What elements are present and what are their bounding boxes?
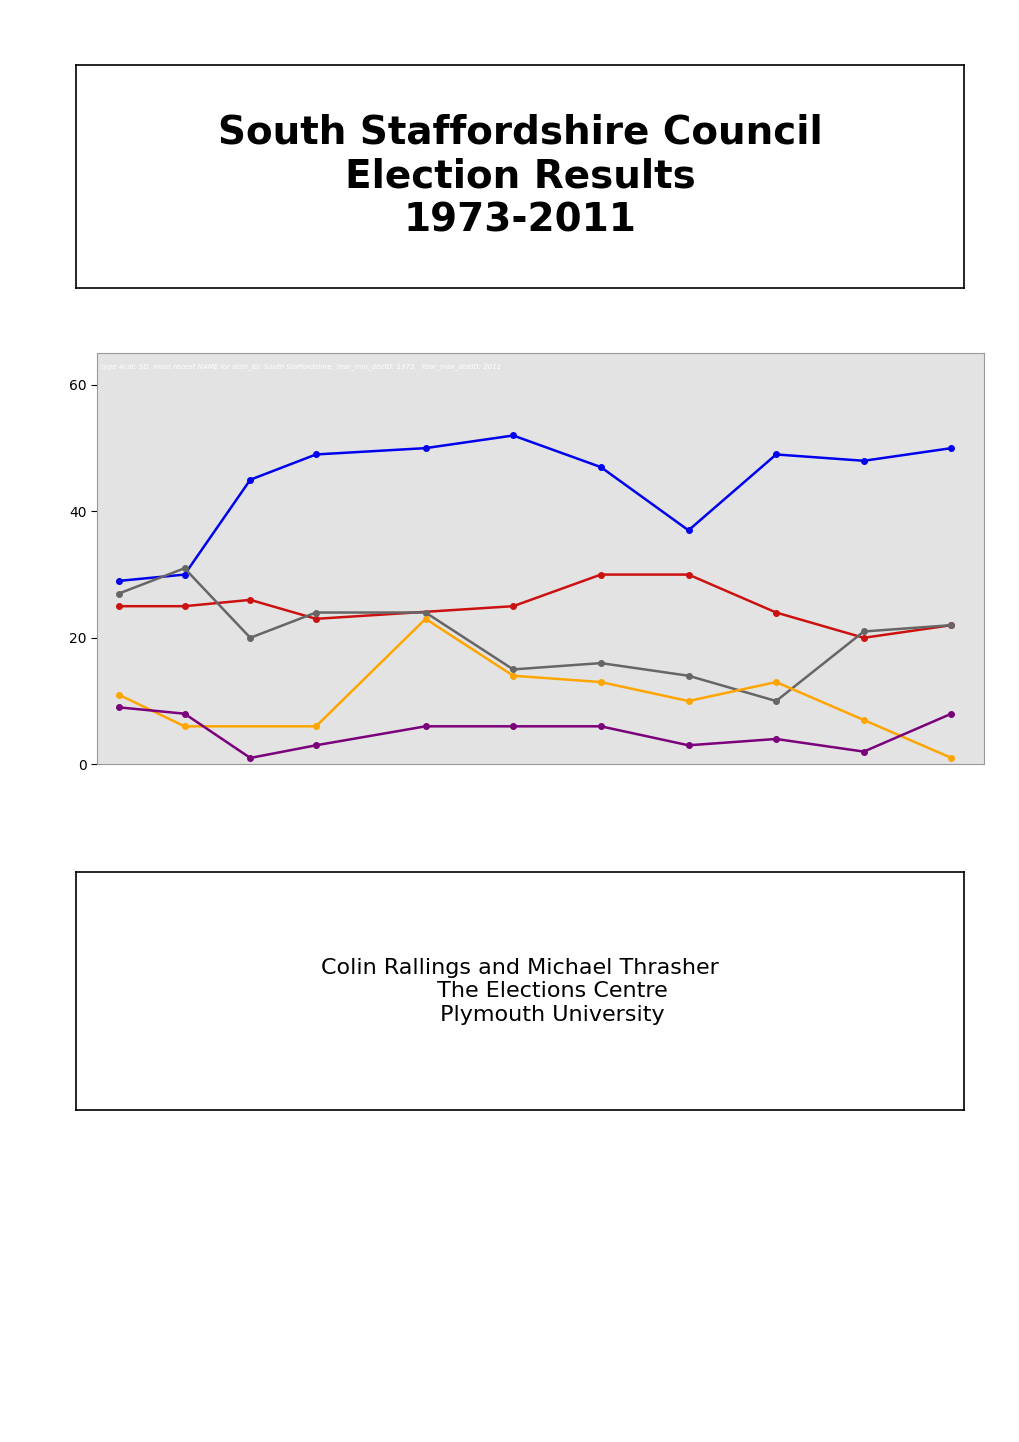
Text: Colin Rallings and Michael Thrasher
         The Elections Centre
         Plymo: Colin Rallings and Michael Thrasher The … [321,957,718,1025]
Text: South Staffordshire Council
Election Results
1973-2011: South Staffordshire Council Election Res… [218,114,821,239]
Text: type 4cat: SD, most recent NAME for distr_ID: South Staffordshire, Year_min_dist: type 4cat: SD, most recent NAME for dist… [101,363,501,371]
